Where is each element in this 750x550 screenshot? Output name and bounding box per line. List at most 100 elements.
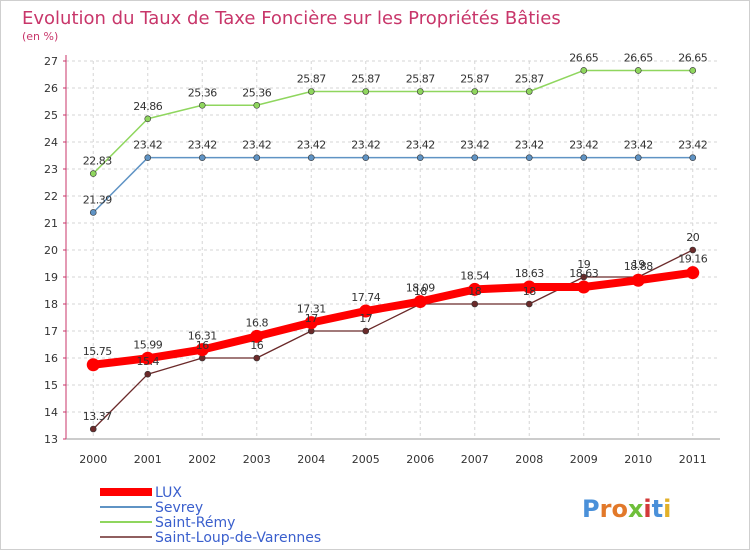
data-label: 25.87	[515, 73, 544, 86]
data-point	[580, 273, 588, 281]
data-label: 17.31	[297, 303, 326, 316]
x-tick-label: 2000	[79, 453, 107, 466]
data-point	[580, 67, 588, 74]
data-point	[198, 101, 206, 109]
data-label: 19	[577, 258, 590, 271]
data-point	[253, 154, 261, 161]
data-label: 25.87	[460, 73, 489, 86]
data-point	[416, 88, 424, 95]
y-tick-label: 24	[44, 136, 58, 149]
proxiti-logo: Proxiti	[582, 495, 671, 523]
y-tick-label: 13	[44, 433, 58, 446]
data-label: 25.87	[297, 73, 326, 86]
data-point	[689, 154, 697, 161]
x-tick-label: 2003	[243, 453, 271, 466]
data-label: 16.31	[188, 330, 217, 343]
x-tick-label: 2009	[570, 453, 598, 466]
data-label: 16	[196, 339, 209, 352]
series-line	[92, 69, 693, 175]
data-point	[195, 343, 209, 357]
data-label: 23.42	[133, 139, 162, 152]
data-point	[362, 154, 370, 161]
chart-grid: 13 14 15 16 17 18 19 20 21 22 23 24 25 26 27 2000 2001 20…	[44, 55, 720, 466]
y-tick-label: 26	[44, 82, 58, 95]
data-point	[525, 154, 533, 161]
data-point	[307, 154, 315, 161]
data-point	[689, 67, 697, 74]
data-point	[307, 88, 315, 95]
data-label: 15.4	[137, 355, 160, 368]
y-tick-label: 21	[44, 217, 58, 230]
legend-item-sevrey: Sevrey	[100, 500, 203, 516]
data-label: 21.39	[83, 193, 112, 206]
data-point	[253, 354, 261, 362]
data-point	[631, 273, 645, 287]
data-label: 20	[686, 231, 699, 244]
x-tick-label: 2006	[406, 453, 434, 466]
data-point	[525, 300, 533, 308]
x-tick-label: 2010	[624, 453, 652, 466]
data-label: 15.99	[133, 338, 162, 351]
y-tick-label: 16	[44, 352, 58, 365]
data-label: 15.75	[83, 345, 112, 358]
x-tick-label: 2001	[134, 453, 162, 466]
legend-item-saint-remy: Saint-Rémy	[100, 515, 235, 531]
data-label: 17.74	[351, 291, 380, 304]
data-label: 18.54	[460, 269, 489, 282]
data-point	[416, 154, 424, 161]
data-label: 25.36	[242, 86, 271, 99]
data-label: 23.42	[188, 139, 217, 152]
data-label: 13.37	[83, 410, 112, 423]
data-label: 23.42	[569, 139, 598, 152]
data-label: 18	[468, 285, 481, 298]
data-point	[413, 295, 427, 309]
data-point	[362, 327, 370, 335]
data-point	[689, 246, 697, 254]
data-label: 17	[359, 312, 372, 325]
data-label: 18.09	[406, 282, 435, 295]
data-label: 25.87	[351, 73, 380, 86]
chart-legend: LUXSevreySaint-RémySaint-Loup-de-Varenne…	[100, 485, 321, 546]
x-tick-label: 2005	[352, 453, 380, 466]
data-point	[89, 209, 97, 216]
data-point	[468, 282, 482, 296]
data-label: 18.63	[515, 267, 544, 280]
data-label: 26.65	[624, 51, 653, 64]
data-label: 18.88	[624, 260, 653, 273]
data-point	[522, 280, 536, 294]
series-saint-remy	[89, 67, 697, 177]
data-point	[250, 329, 264, 343]
data-label: 26.65	[678, 51, 707, 64]
y-tick-label: 15	[44, 379, 58, 392]
data-label: 18	[523, 285, 536, 298]
y-tick-label: 22	[44, 190, 58, 203]
chart-series: 21.39 23.42 23.42 23.42 23.42 23.42 23.42 23.42…	[83, 51, 708, 433]
data-label: 18	[414, 285, 427, 298]
legend-item-saint-loup-de-varennes: Saint-Loup-de-Varennes	[100, 530, 321, 546]
data-point	[86, 358, 100, 372]
data-point	[471, 300, 479, 308]
data-point	[577, 280, 591, 294]
data-label: 19	[632, 258, 645, 271]
data-point	[89, 170, 97, 177]
series-line	[92, 268, 694, 369]
series-lux	[86, 266, 700, 372]
data-point	[89, 425, 97, 433]
data-label: 24.86	[133, 100, 162, 113]
legend-label: Sevrey	[155, 500, 203, 516]
data-point	[144, 154, 152, 161]
data-point	[362, 88, 370, 95]
chart-title: Evolution du Taux de Taxe Foncière sur l…	[22, 8, 561, 29]
y-tick-label: 27	[44, 55, 58, 68]
data-label: 26.65	[569, 51, 598, 64]
legend-label: Saint-Rémy	[155, 515, 235, 531]
data-label: 19.16	[678, 253, 707, 266]
data-label: 17	[305, 312, 318, 325]
data-point	[198, 154, 206, 161]
data-point	[634, 154, 642, 161]
data-label: 16.8	[246, 316, 269, 329]
data-point	[525, 88, 533, 95]
data-label: 23.42	[406, 139, 435, 152]
x-tick-label: 2004	[297, 453, 325, 466]
